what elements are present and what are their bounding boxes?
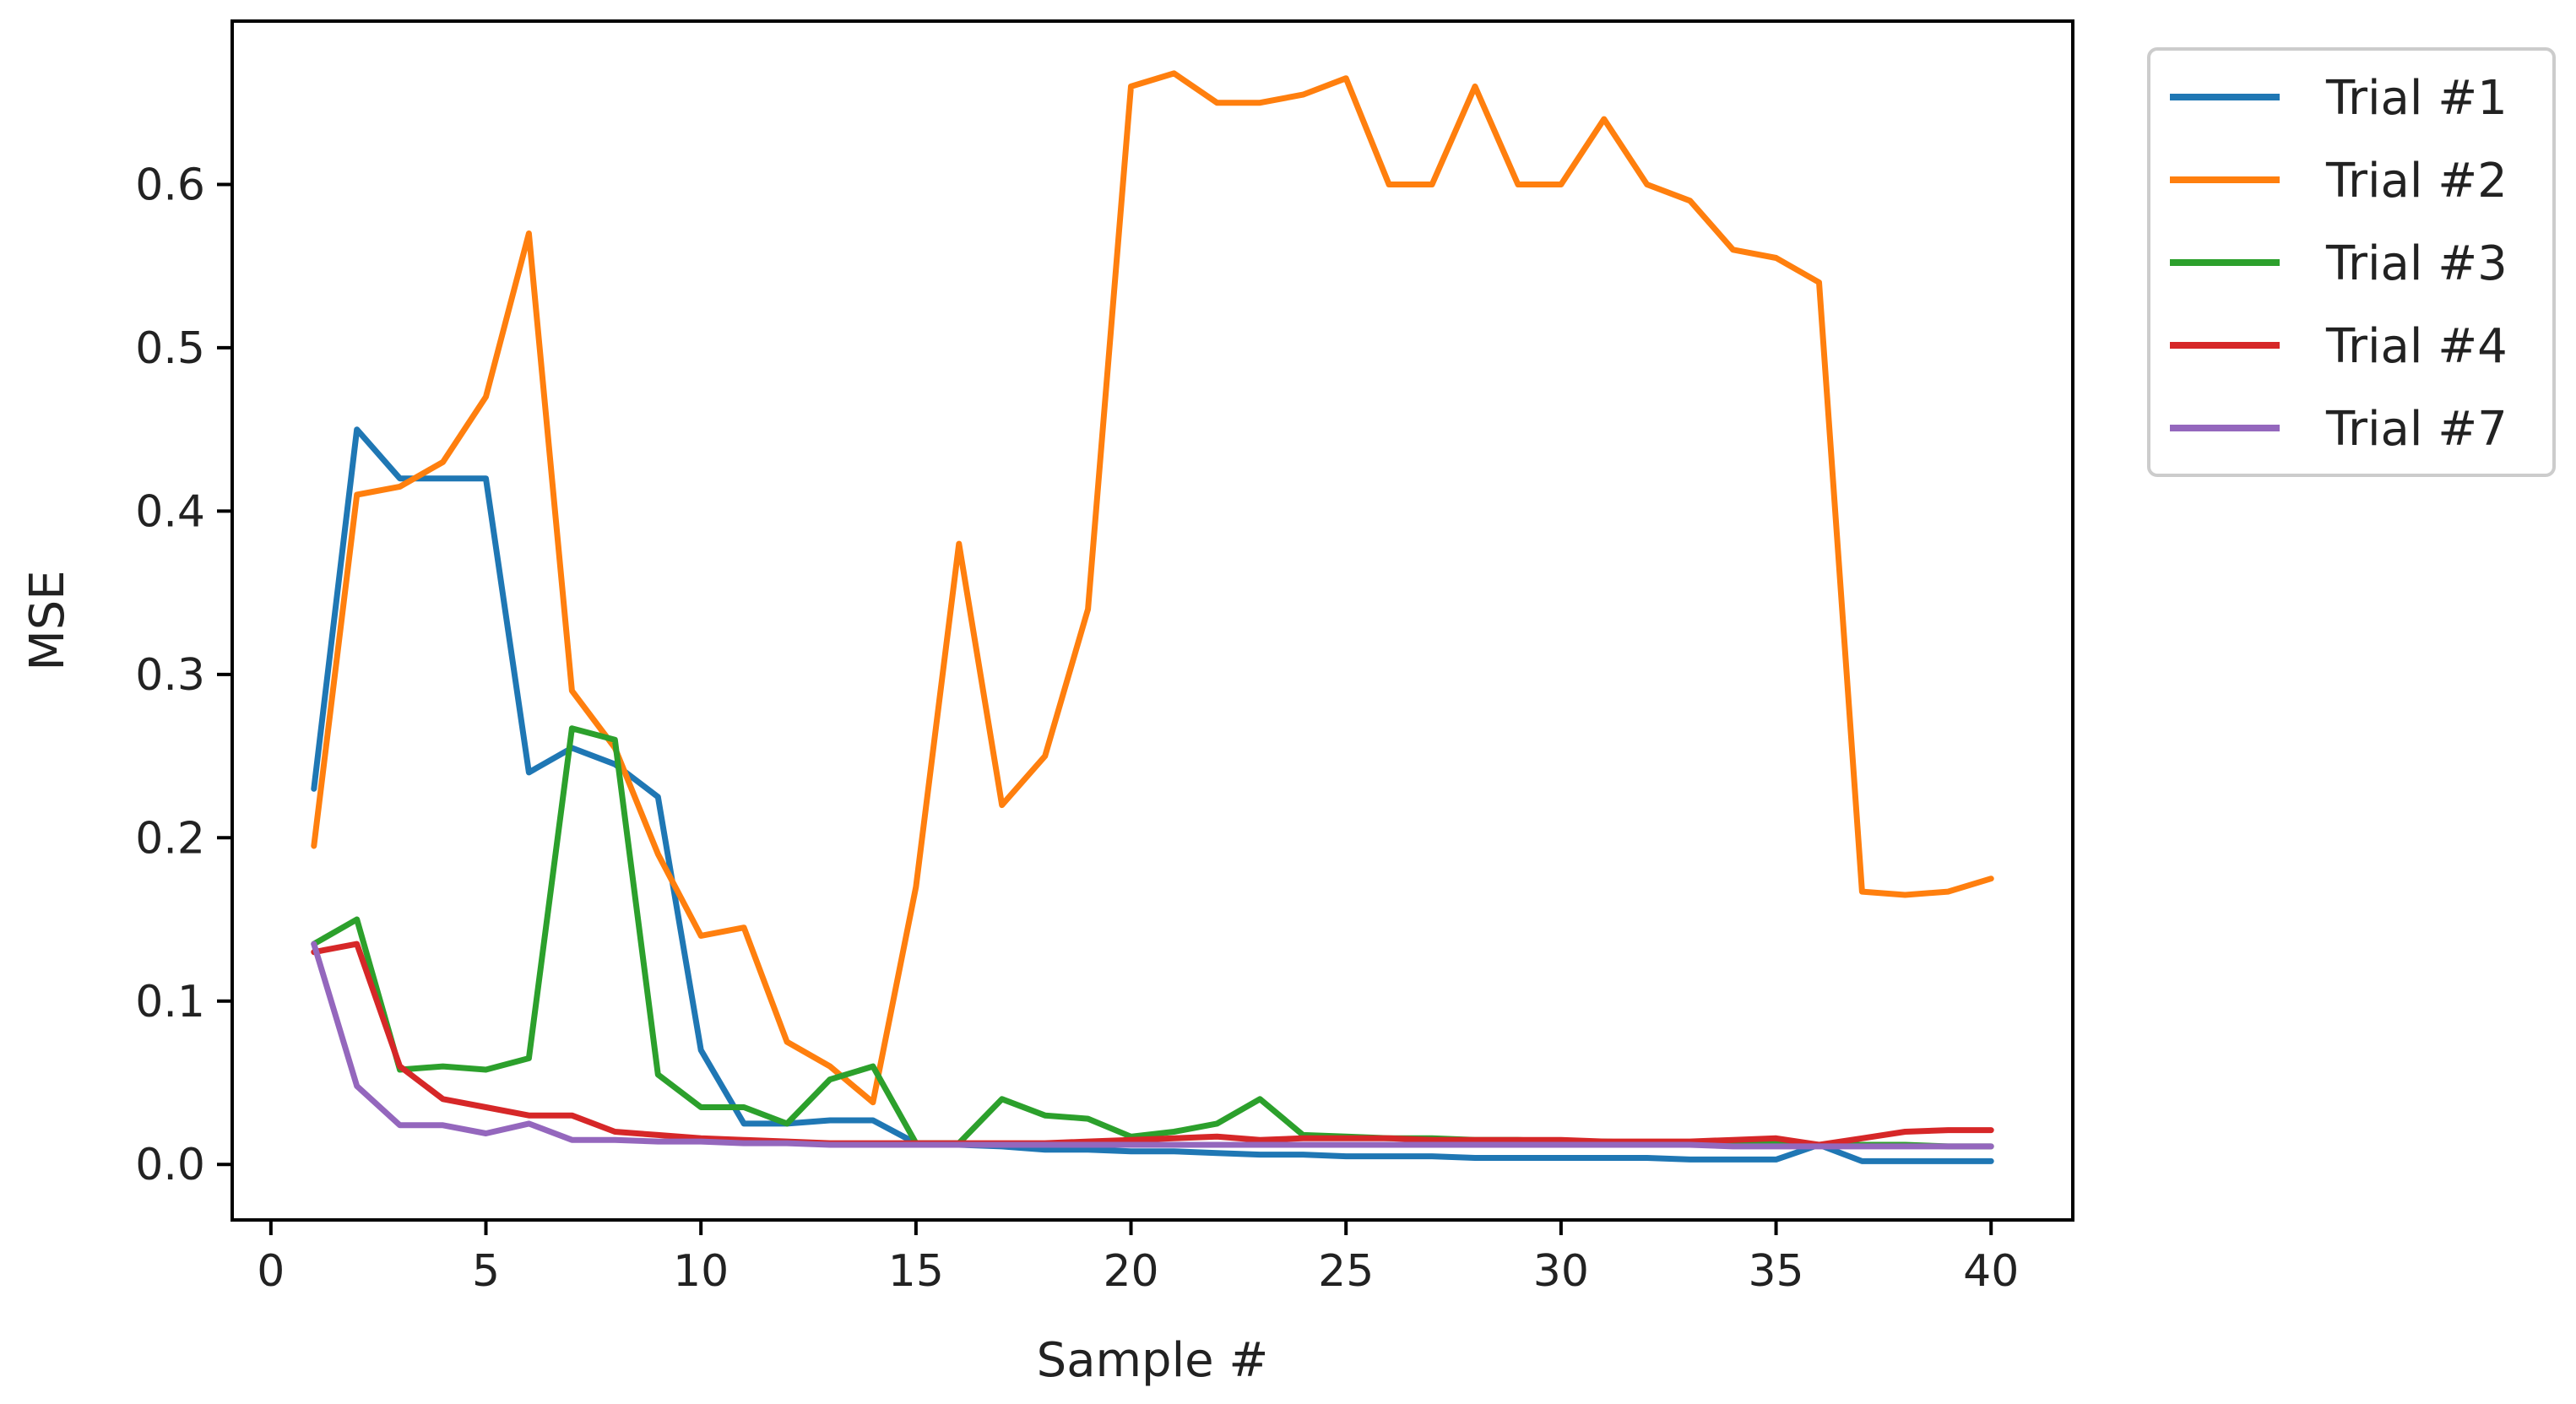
series-line-1 (311, 426, 1994, 1164)
y-tick-label: 0.5 (135, 323, 205, 374)
x-tick-label: 15 (888, 1246, 944, 1297)
x-tick-label: 20 (1103, 1246, 1158, 1297)
y-axis-label: MSE (20, 570, 75, 670)
legend: Trial #1 Trial #2 Trial #3 Trial #4 Trial #7 (2147, 47, 2556, 477)
x-tick-label: 5 (472, 1246, 500, 1297)
legend-label-1: Trial #1 (2325, 71, 2508, 126)
y-tick-label: 0.2 (135, 813, 205, 864)
legend-box (2147, 47, 2556, 477)
legend-label-4: Trial #4 (2325, 319, 2508, 374)
legend-label-3: Trial #3 (2325, 236, 2508, 291)
legend-label-5: Trial #7 (2325, 402, 2508, 457)
y-tick-label: 0.1 (135, 977, 205, 1027)
series-layer (311, 70, 1994, 1164)
legend-label-2: Trial #2 (2325, 154, 2508, 209)
y-tick-label: 0.0 (135, 1140, 205, 1190)
series-line-4 (311, 941, 1994, 1148)
x-axis-label: Sample # (1037, 1333, 1269, 1388)
x-tick-label: 25 (1318, 1246, 1374, 1297)
x-tick-label: 30 (1533, 1246, 1589, 1297)
x-tick-label: 10 (673, 1246, 729, 1297)
x-tick-label: 0 (257, 1246, 285, 1297)
y-tick-label: 0.6 (135, 160, 205, 210)
plot-area (232, 21, 2073, 1220)
x-tick-label: 40 (1963, 1246, 2019, 1297)
x-axis: 0 5 10 15 20 25 30 35 40 (257, 1220, 2019, 1297)
x-tick-label: 35 (1748, 1246, 1803, 1297)
y-axis: 0.0 0.1 0.2 0.3 0.4 0.5 0.6 (135, 160, 232, 1190)
plot-frame (230, 19, 2074, 1222)
y-tick-label: 0.3 (135, 650, 205, 701)
series-line-2 (311, 70, 1994, 1106)
y-tick-label: 0.4 (135, 486, 205, 537)
series-line-5 (311, 941, 1994, 1150)
